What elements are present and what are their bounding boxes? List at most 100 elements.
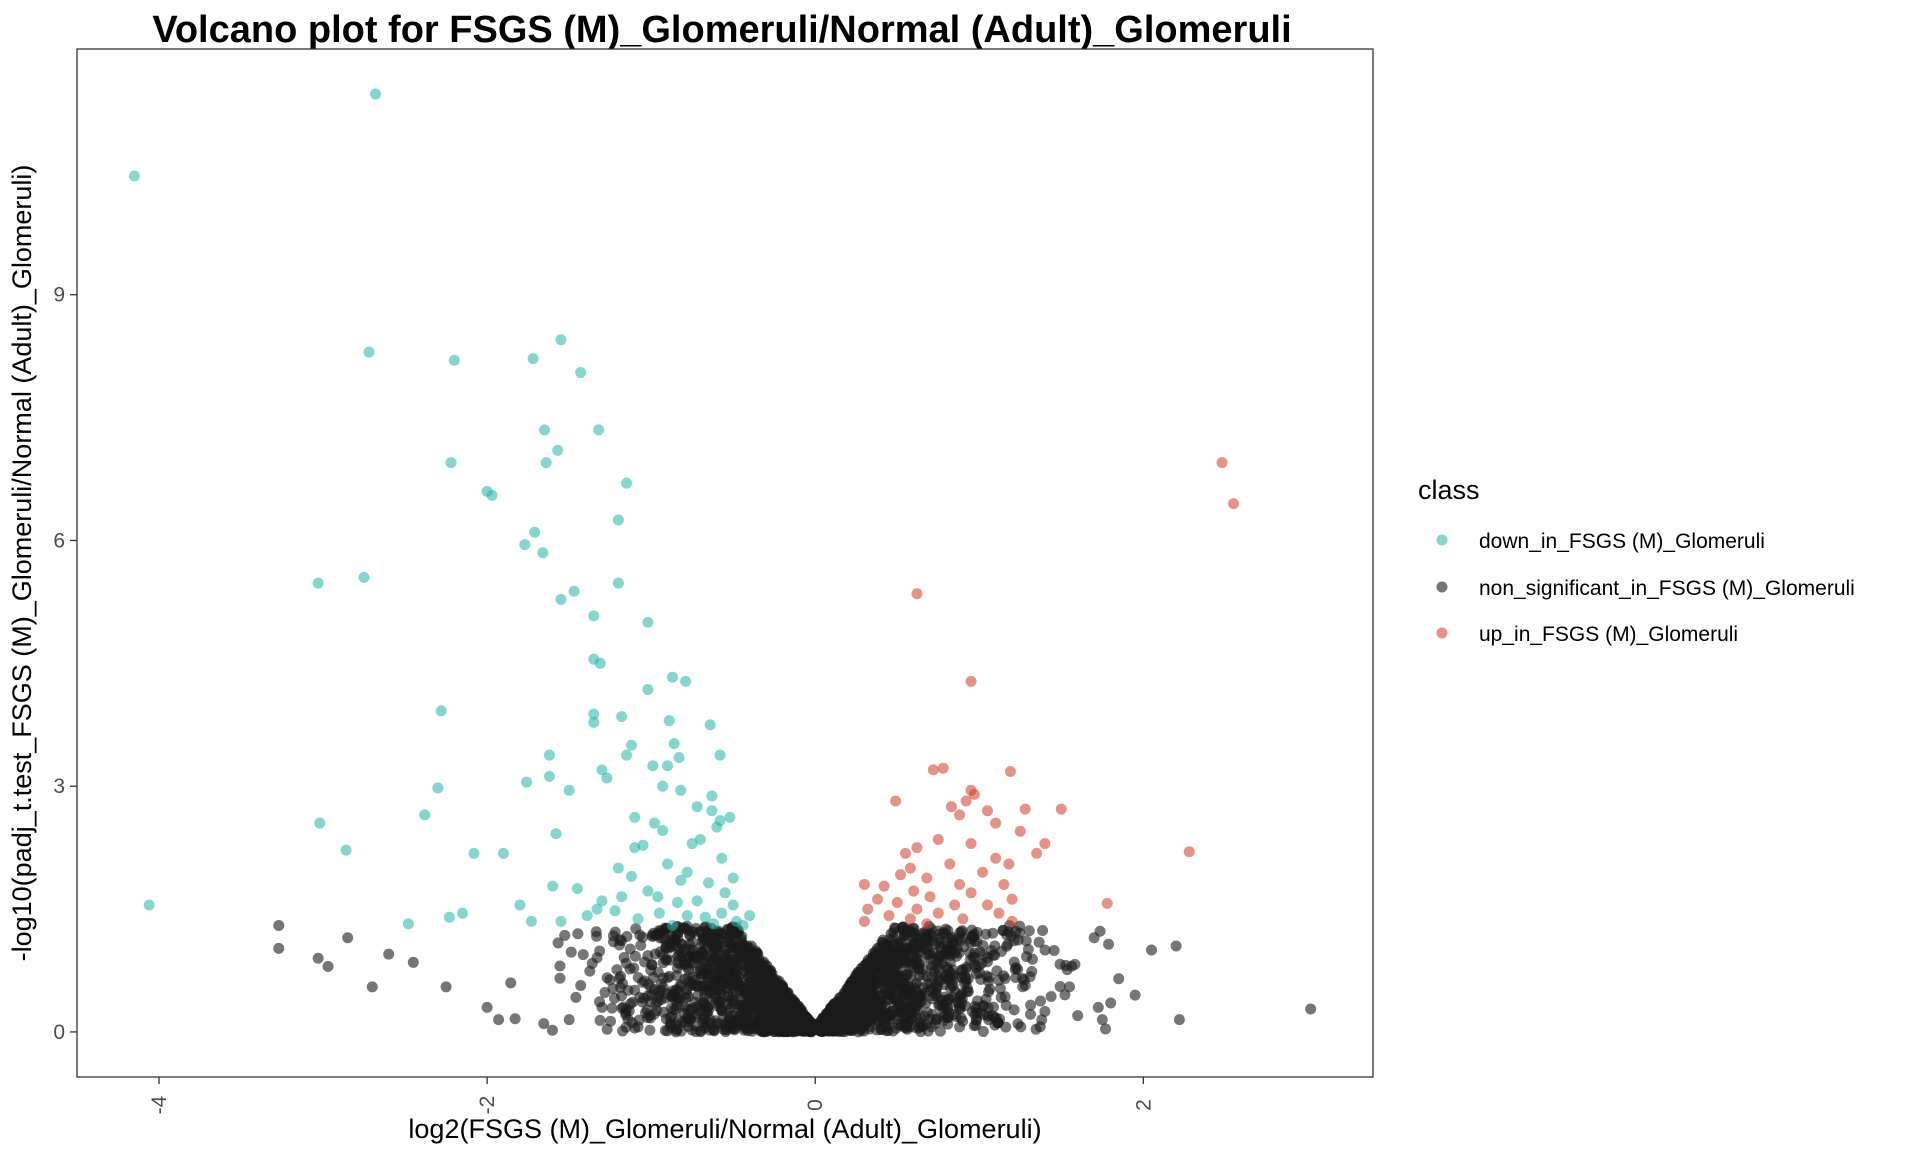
point-down — [675, 784, 687, 796]
point-non-significant — [590, 926, 602, 938]
point-non-significant — [858, 969, 870, 981]
point-down — [673, 752, 685, 764]
point-down — [662, 760, 674, 772]
point-non-significant — [680, 992, 692, 1004]
point-non-significant — [965, 933, 977, 945]
point-non-significant — [505, 977, 517, 989]
point-non-significant — [913, 938, 925, 950]
point-non-significant — [970, 1002, 982, 1014]
point-non-significant — [312, 952, 324, 964]
point-down — [596, 895, 608, 907]
point-up — [954, 809, 966, 821]
point-down — [486, 489, 498, 501]
series-down — [128, 88, 756, 931]
point-non-significant — [973, 960, 985, 972]
point-non-significant — [927, 947, 939, 959]
point-non-significant — [903, 926, 915, 938]
point-non-significant — [999, 991, 1011, 1003]
point-non-significant — [726, 994, 738, 1006]
x-tick-label: 0 — [804, 1099, 827, 1111]
point-down — [340, 844, 352, 856]
point-non-significant — [1100, 1023, 1112, 1035]
point-non-significant — [614, 981, 626, 993]
point-non-significant — [952, 996, 964, 1008]
point-non-significant — [716, 1004, 728, 1016]
point-down — [571, 883, 583, 895]
point-non-significant — [768, 1013, 780, 1025]
point-up — [981, 899, 993, 911]
point-down — [616, 891, 628, 903]
point-down — [647, 760, 659, 772]
point-non-significant — [927, 1008, 939, 1020]
point-up — [908, 885, 920, 897]
legend-key-non-significant — [1436, 581, 1448, 593]
point-non-significant — [1023, 925, 1035, 937]
point-non-significant — [575, 979, 587, 991]
legend-key-up — [1436, 627, 1448, 639]
point-non-significant — [975, 974, 987, 986]
x-tick-label: 2 — [1132, 1099, 1155, 1111]
point-non-significant — [1129, 989, 1141, 1001]
point-non-significant — [847, 975, 859, 987]
point-non-significant — [554, 960, 566, 972]
point-non-significant — [669, 989, 681, 1001]
point-up — [858, 879, 870, 891]
point-non-significant — [694, 942, 706, 954]
point-non-significant — [1039, 944, 1051, 956]
point-non-significant — [926, 993, 938, 1005]
point-down — [680, 675, 692, 687]
legend-item-non-significant: non_significant_in_FSGS (M)_Glomeruli — [1436, 577, 1855, 600]
point-non-significant — [644, 1024, 656, 1036]
point-non-significant — [570, 991, 582, 1003]
point-down — [667, 919, 679, 931]
point-non-significant — [655, 984, 667, 996]
point-non-significant — [925, 959, 937, 971]
point-up — [960, 795, 972, 807]
point-up — [965, 887, 977, 899]
point-non-significant — [594, 1014, 606, 1026]
point-up — [921, 918, 933, 930]
point-non-significant — [956, 964, 968, 976]
point-non-significant — [715, 928, 727, 940]
point-up — [977, 866, 989, 878]
point-non-significant — [853, 1005, 865, 1017]
point-non-significant — [894, 1010, 906, 1022]
point-up — [1031, 847, 1043, 859]
point-up — [927, 764, 939, 776]
point-up — [965, 838, 977, 850]
point-up — [924, 891, 936, 903]
point-non-significant — [862, 1015, 874, 1027]
point-non-significant — [1010, 925, 1022, 937]
point-down — [657, 824, 669, 836]
x-tick-label: -4 — [148, 1095, 171, 1114]
point-non-significant — [1173, 1014, 1185, 1026]
point-non-significant — [655, 994, 667, 1006]
point-down — [588, 716, 600, 728]
point-non-significant — [905, 968, 917, 980]
point-non-significant — [646, 959, 658, 971]
point-down — [675, 874, 687, 886]
point-non-significant — [554, 972, 566, 984]
point-non-significant — [707, 939, 719, 951]
point-up — [1019, 803, 1031, 815]
point-non-significant — [671, 1023, 683, 1035]
point-down — [363, 346, 375, 358]
point-non-significant — [1026, 953, 1038, 965]
point-up — [911, 842, 923, 854]
point-non-significant — [1088, 932, 1100, 944]
point-down — [621, 477, 633, 489]
point-non-significant — [940, 971, 952, 983]
point-non-significant — [440, 981, 452, 993]
point-up — [1039, 838, 1051, 850]
point-non-significant — [715, 956, 727, 968]
point-non-significant — [692, 981, 704, 993]
point-non-significant — [968, 952, 980, 964]
point-non-significant — [977, 939, 989, 951]
point-down — [563, 784, 575, 796]
point-down — [629, 811, 641, 823]
point-down — [691, 801, 703, 813]
point-up — [904, 862, 916, 874]
point-down — [519, 539, 531, 551]
point-down — [632, 913, 644, 925]
point-down — [642, 616, 654, 628]
